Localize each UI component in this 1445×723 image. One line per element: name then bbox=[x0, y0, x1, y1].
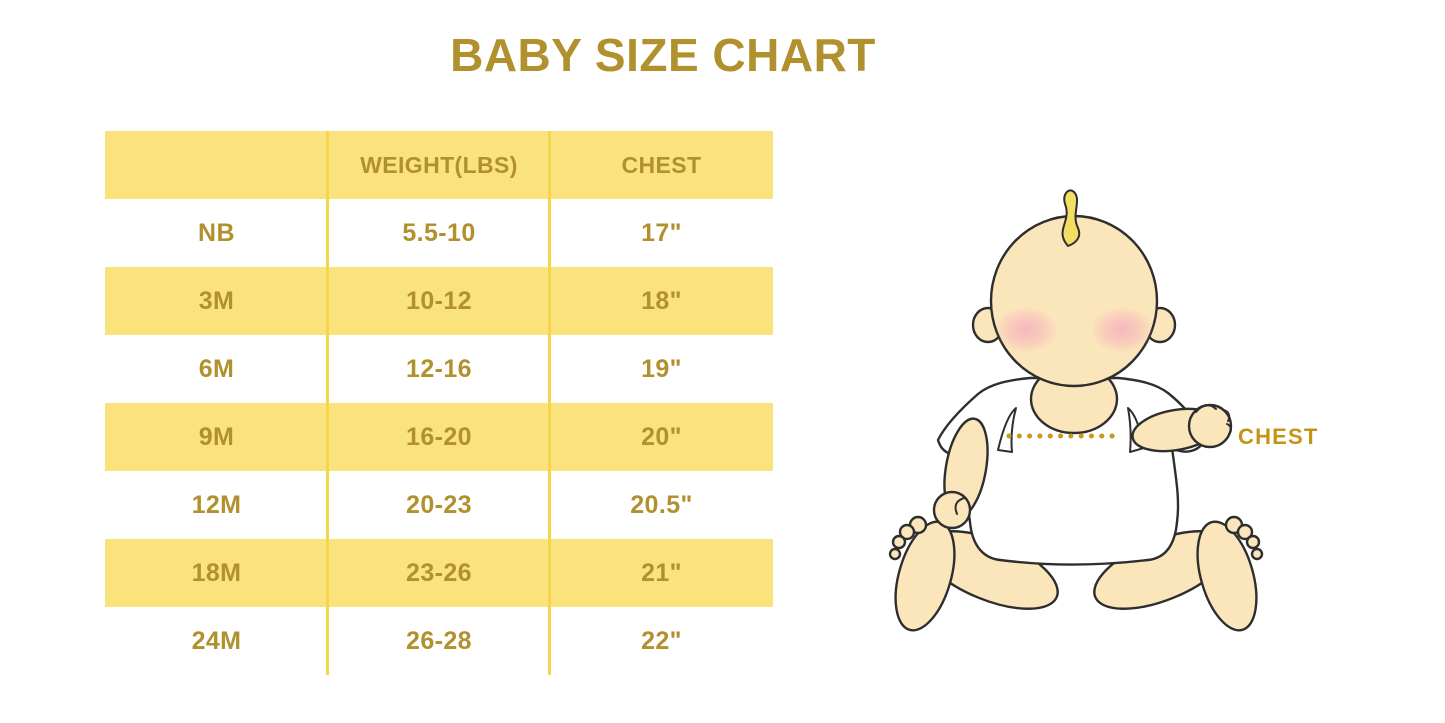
table-cell-size: 18M bbox=[105, 539, 328, 607]
table-cell-weight: 10-12 bbox=[328, 267, 550, 335]
table-cell-size: NB bbox=[105, 199, 328, 267]
table-cell-weight: 12-16 bbox=[328, 335, 550, 403]
table-cell-size: 24M bbox=[105, 607, 328, 675]
table-cell-weight: 5.5-10 bbox=[328, 199, 550, 267]
baby-illustration bbox=[888, 189, 1264, 632]
baby-right-arm bbox=[1131, 403, 1233, 453]
page-title: BABY SIZE CHART bbox=[450, 29, 876, 81]
table-cell-chest: 20" bbox=[550, 403, 773, 471]
table-cell-size: 3M bbox=[105, 267, 328, 335]
table-cell-size: 9M bbox=[105, 403, 328, 471]
table-cell-chest: 22" bbox=[550, 607, 773, 675]
table-cell-chest: 19" bbox=[550, 335, 773, 403]
table-cell-weight: 20-23 bbox=[328, 471, 550, 539]
column-header-chest: CHEST bbox=[550, 131, 773, 199]
table-cell-size: 6M bbox=[105, 335, 328, 403]
table-cell-chest: 18" bbox=[550, 267, 773, 335]
table-cell-size: 12M bbox=[105, 471, 328, 539]
table-cell-weight: 26-28 bbox=[328, 607, 550, 675]
table-cell-chest: 17" bbox=[550, 199, 773, 267]
table-cell-weight: 23-26 bbox=[328, 539, 550, 607]
baby-hair-curl bbox=[1061, 189, 1081, 247]
sleeve-notch-left bbox=[997, 407, 1017, 453]
baby-left-leg bbox=[888, 515, 1059, 632]
baby-left-arm bbox=[932, 417, 989, 530]
table-column-divider bbox=[326, 131, 329, 675]
size-table: WEIGHT(LBS) CHEST NB 5.5-10 17" 3M 10-12… bbox=[105, 131, 773, 675]
column-header-weight: WEIGHT(LBS) bbox=[328, 131, 550, 199]
table-cell-weight: 16-20 bbox=[328, 403, 550, 471]
baby-cheek-left bbox=[995, 307, 1057, 353]
chest-label: CHEST bbox=[1238, 424, 1319, 449]
column-header-size bbox=[105, 131, 328, 199]
baby-right-leg bbox=[1093, 515, 1264, 632]
table-cell-chest: 21" bbox=[550, 539, 773, 607]
table-column-divider bbox=[548, 131, 551, 675]
baby-cheek-right bbox=[1091, 307, 1153, 353]
table-cell-chest: 20.5" bbox=[550, 471, 773, 539]
size-table-grid: WEIGHT(LBS) CHEST NB 5.5-10 17" 3M 10-12… bbox=[105, 131, 773, 675]
